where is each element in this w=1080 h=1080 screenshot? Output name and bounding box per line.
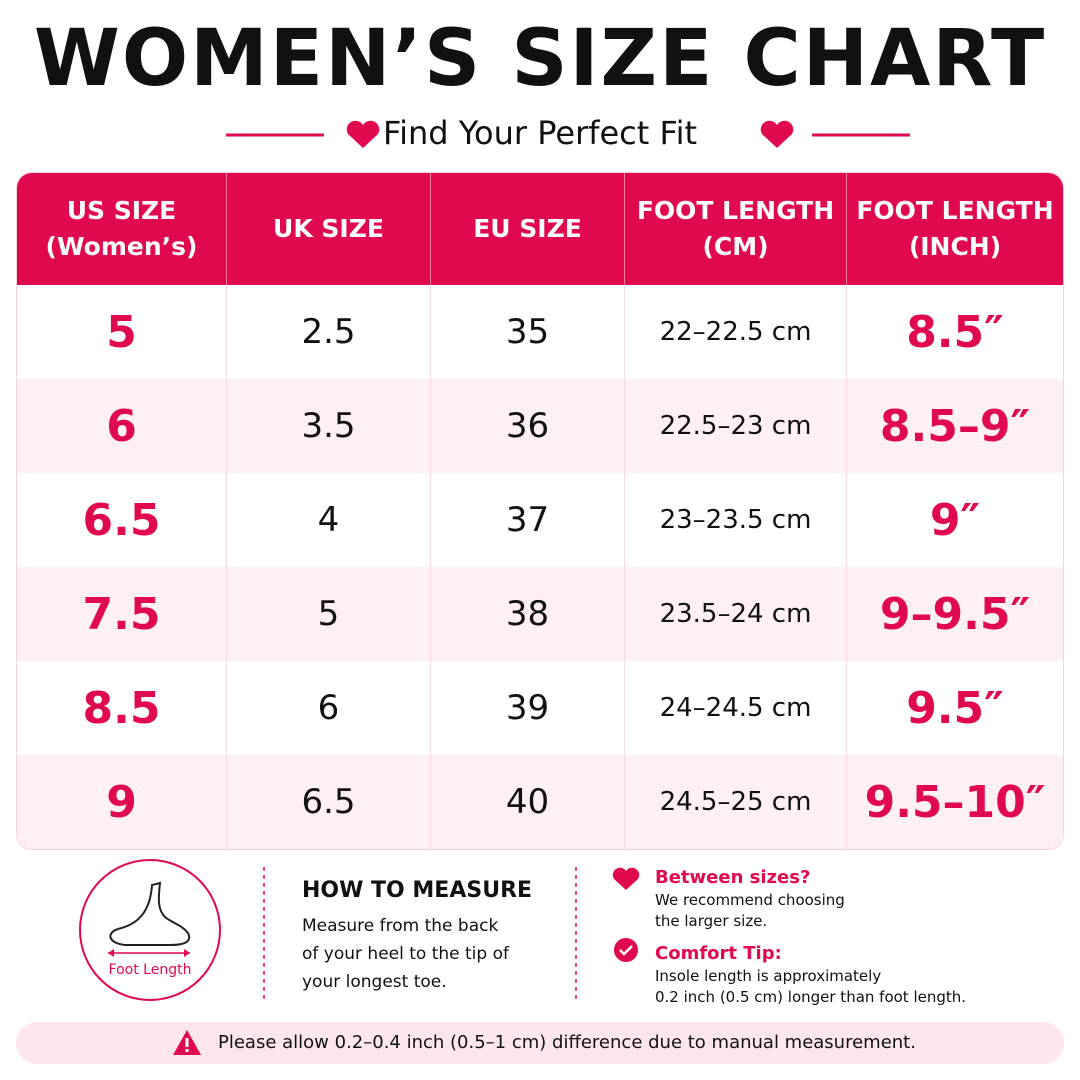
table-cell: 3.5 — [227, 379, 431, 473]
table-cell: 2.5 — [227, 285, 431, 379]
header-line: (CM) — [702, 232, 769, 261]
table-cell: 39 — [431, 661, 625, 755]
header-line: US SIZE — [66, 196, 177, 225]
diagram-label: Foot Length — [108, 962, 192, 978]
tip: Between sizes? We recommend choosing the l… — [655, 866, 1075, 932]
footer-note: Please allow 0.2–0.4 inch (0.5–1 cm) dif… — [218, 1032, 916, 1053]
table-cell: 6.5 — [227, 755, 431, 849]
header-cell: FOOT LENGTH (CM) — [625, 173, 847, 285]
subtitle: Find Your Perfect Fit — [383, 114, 697, 152]
tip-line: Insole length is approximately — [655, 967, 882, 985]
warning-icon — [173, 1030, 201, 1055]
table-cell: 24–24.5 cm — [625, 661, 847, 755]
table-cell: 5 — [227, 567, 431, 661]
table-cell: 5 — [17, 285, 227, 379]
tip-title: Between sizes? — [655, 867, 811, 888]
table-cell: 6.5 — [17, 473, 227, 567]
size-table: US SIZE (Women’s) UK SIZE EU SIZE FOOT LENGT… — [16, 172, 1064, 850]
header-cell: FOOT LENGTH (INCH) — [847, 173, 1063, 285]
header-cell: UK SIZE — [227, 173, 431, 285]
table-cell: 8.5″ — [847, 285, 1063, 379]
table-cell: 9″ — [847, 473, 1063, 567]
header-line: FOOT LENGTH — [636, 196, 835, 225]
header-line: (INCH) — [908, 232, 1002, 261]
measure-title: HOW TO MEASURE — [302, 878, 533, 903]
measure-line: Measure from the back — [302, 916, 499, 936]
table-cell: 40 — [431, 755, 625, 849]
table-cell: 6 — [17, 379, 227, 473]
table-cell: 24.5–25 cm — [625, 755, 847, 849]
tip-line: 0.2 inch (0.5 cm) longer than foot lengt… — [655, 988, 967, 1006]
tip-line: We recommend choosing — [655, 891, 845, 909]
measure-line: your longest toe. — [302, 972, 447, 992]
header-cell: EU SIZE — [431, 173, 625, 285]
tip: Comfort Tip: Insole length is approximate… — [655, 942, 1075, 1008]
table-cell: 22.5–23 cm — [625, 379, 847, 473]
table-cell: 8.5 — [17, 661, 227, 755]
measure-text: Measure from the back of your heel to the… — [302, 912, 509, 996]
table-cell: 9.5″ — [847, 661, 1063, 755]
measure-line: of your heel to the tip of — [302, 944, 509, 964]
header-line: (Women’s) — [45, 232, 198, 261]
table-cell: 36 — [431, 379, 625, 473]
table-cell: 9.5–10″ — [847, 755, 1063, 849]
title: WOMEN’S SIZE CHART — [33, 14, 1047, 104]
subtitle-decor — [226, 120, 910, 148]
header-line: FOOT LENGTH — [856, 196, 1054, 225]
table-cell: 6 — [227, 661, 431, 755]
table-cell: 23.5–24 cm — [625, 567, 847, 661]
table-cell: 35 — [431, 285, 625, 379]
table-cell: 8.5–9″ — [847, 379, 1063, 473]
measure-decor — [79, 859, 640, 1003]
tip-line: the larger size. — [655, 912, 768, 930]
header-cell: US SIZE (Women’s) — [17, 173, 227, 285]
table-cell: 37 — [431, 473, 625, 567]
table-cell: 7.5 — [17, 567, 227, 661]
table-cell: 9 — [17, 755, 227, 849]
table-cell: 38 — [431, 567, 625, 661]
table-cell: 22–22.5 cm — [625, 285, 847, 379]
table-cell: 4 — [227, 473, 431, 567]
table-cell: 9–9.5″ — [847, 567, 1063, 661]
header-line: UK SIZE — [273, 214, 384, 243]
table-cell: 23–23.5 cm — [625, 473, 847, 567]
header-line: EU SIZE — [473, 214, 582, 243]
tips: Between sizes? We recommend choosing the l… — [655, 866, 1075, 1008]
tip-title: Comfort Tip: — [655, 943, 782, 964]
